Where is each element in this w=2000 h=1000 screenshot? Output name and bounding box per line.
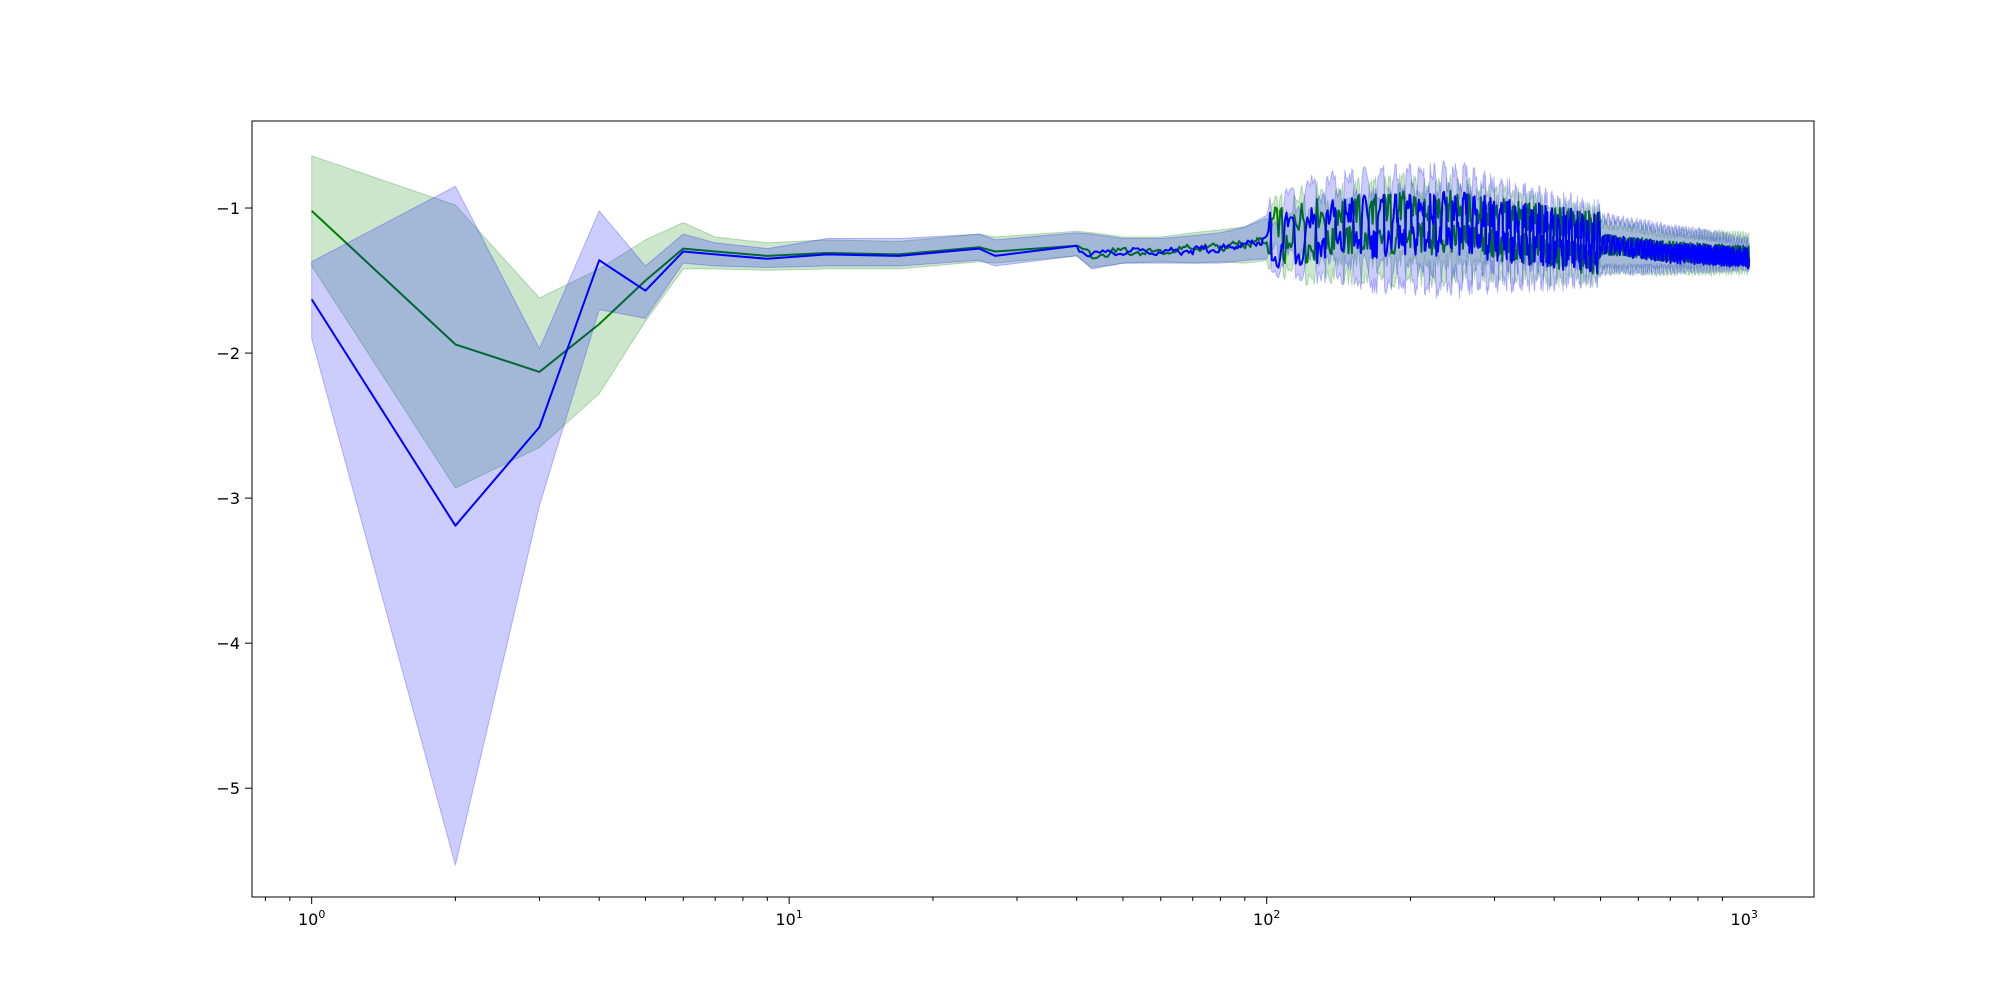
x-tick-label-exponent: 2 xyxy=(1273,908,1280,921)
x-tick-label-exponent: 1 xyxy=(796,908,803,921)
plot-area xyxy=(310,155,1751,866)
x-tick-label-base: 10 xyxy=(1253,910,1273,929)
x-tick-label: 102 xyxy=(1253,908,1280,929)
x-tick-label-exponent: 3 xyxy=(1751,908,1758,921)
x-tick-label: 103 xyxy=(1731,908,1758,929)
y-tick-label: −5 xyxy=(216,779,240,798)
y-tick-label: −4 xyxy=(216,634,240,653)
x-tick-label-base: 10 xyxy=(776,910,796,929)
series-1-line xyxy=(310,190,1751,527)
x-tick-label-exponent: 0 xyxy=(318,908,325,921)
x-tick-label-base: 10 xyxy=(298,910,318,929)
x-tick-label: 100 xyxy=(298,908,325,929)
axes-frame xyxy=(251,120,1815,898)
y-tick-label: −3 xyxy=(216,489,240,508)
y-tick-label: −2 xyxy=(216,344,240,363)
x-tick-label-base: 10 xyxy=(1731,910,1751,929)
y-tick-label: −1 xyxy=(216,199,240,218)
x-tick-label: 101 xyxy=(776,908,803,929)
